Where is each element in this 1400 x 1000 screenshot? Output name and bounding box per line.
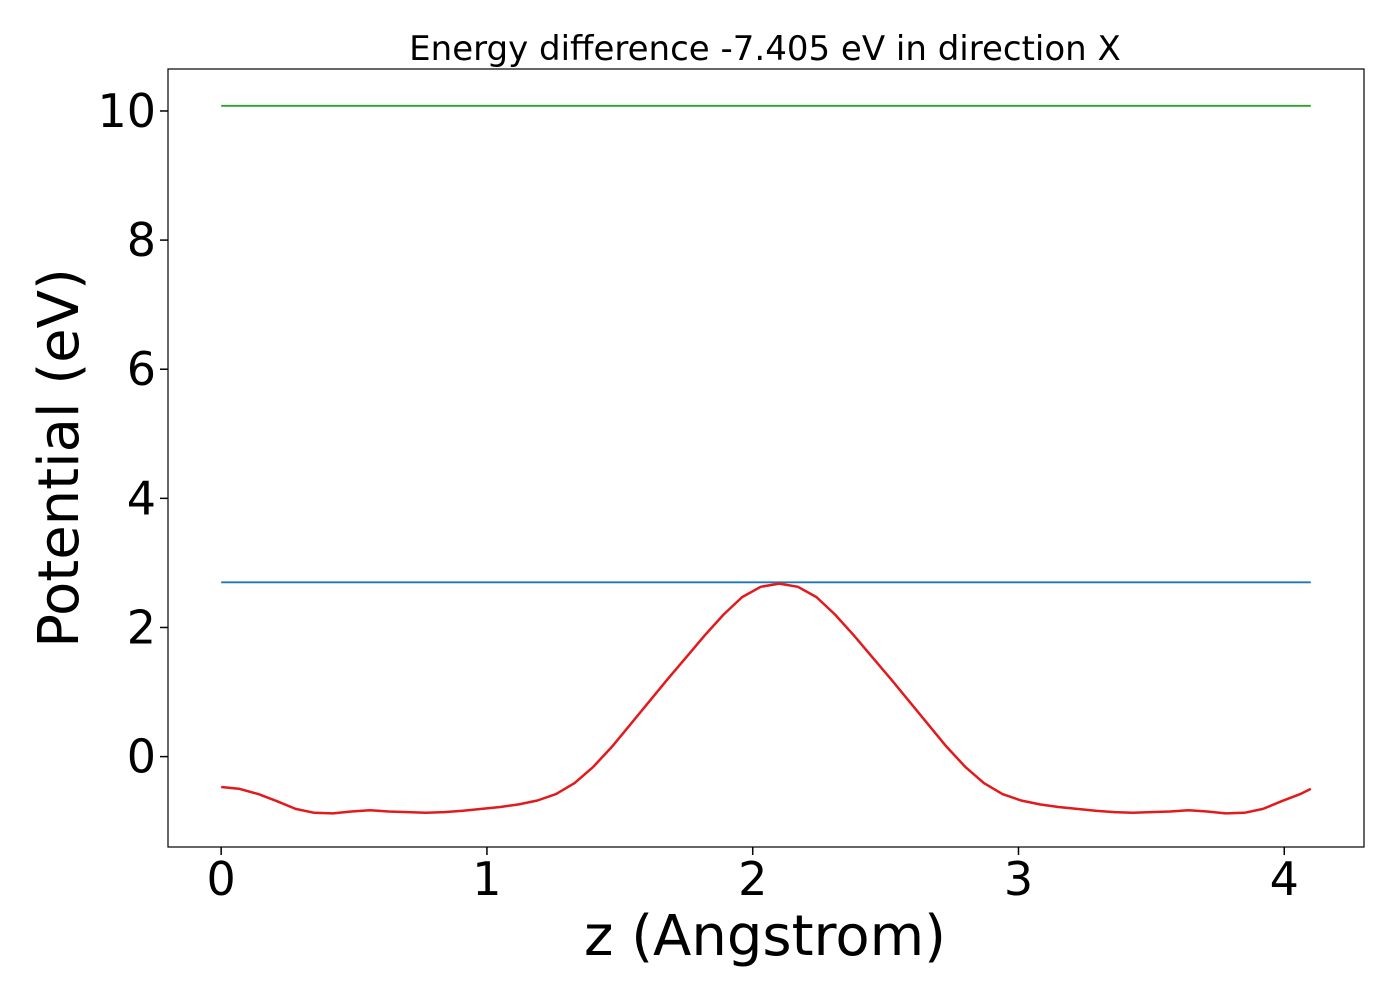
x-tick-label: 3	[1004, 852, 1033, 906]
x-axis-label: z (Angstrom)	[584, 904, 946, 969]
plot-area	[221, 104, 1312, 815]
y-tick-label: 2	[127, 600, 156, 654]
series-line-2	[221, 582, 1312, 815]
chart-title: Energy difference -7.405 eV in direction…	[409, 29, 1121, 69]
y-tick-label: 6	[127, 342, 156, 396]
y-tick-label: 10	[97, 84, 156, 138]
x-tick-label: 4	[1270, 852, 1299, 906]
y-tick-label: 8	[127, 213, 156, 267]
x-tick-label: 2	[738, 852, 767, 906]
y-axis: 0 2 4 6 8 10	[97, 84, 168, 784]
x-tick-label: 0	[207, 852, 236, 906]
x-tick-label: 1	[472, 852, 501, 906]
y-tick-label: 4	[127, 471, 156, 525]
plot-frame	[167, 68, 1365, 848]
x-axis: 0 1 2 3 4	[207, 847, 1299, 906]
y-tick-label: 0	[127, 730, 156, 784]
y-axis-label: Potential (eV)	[27, 268, 92, 648]
